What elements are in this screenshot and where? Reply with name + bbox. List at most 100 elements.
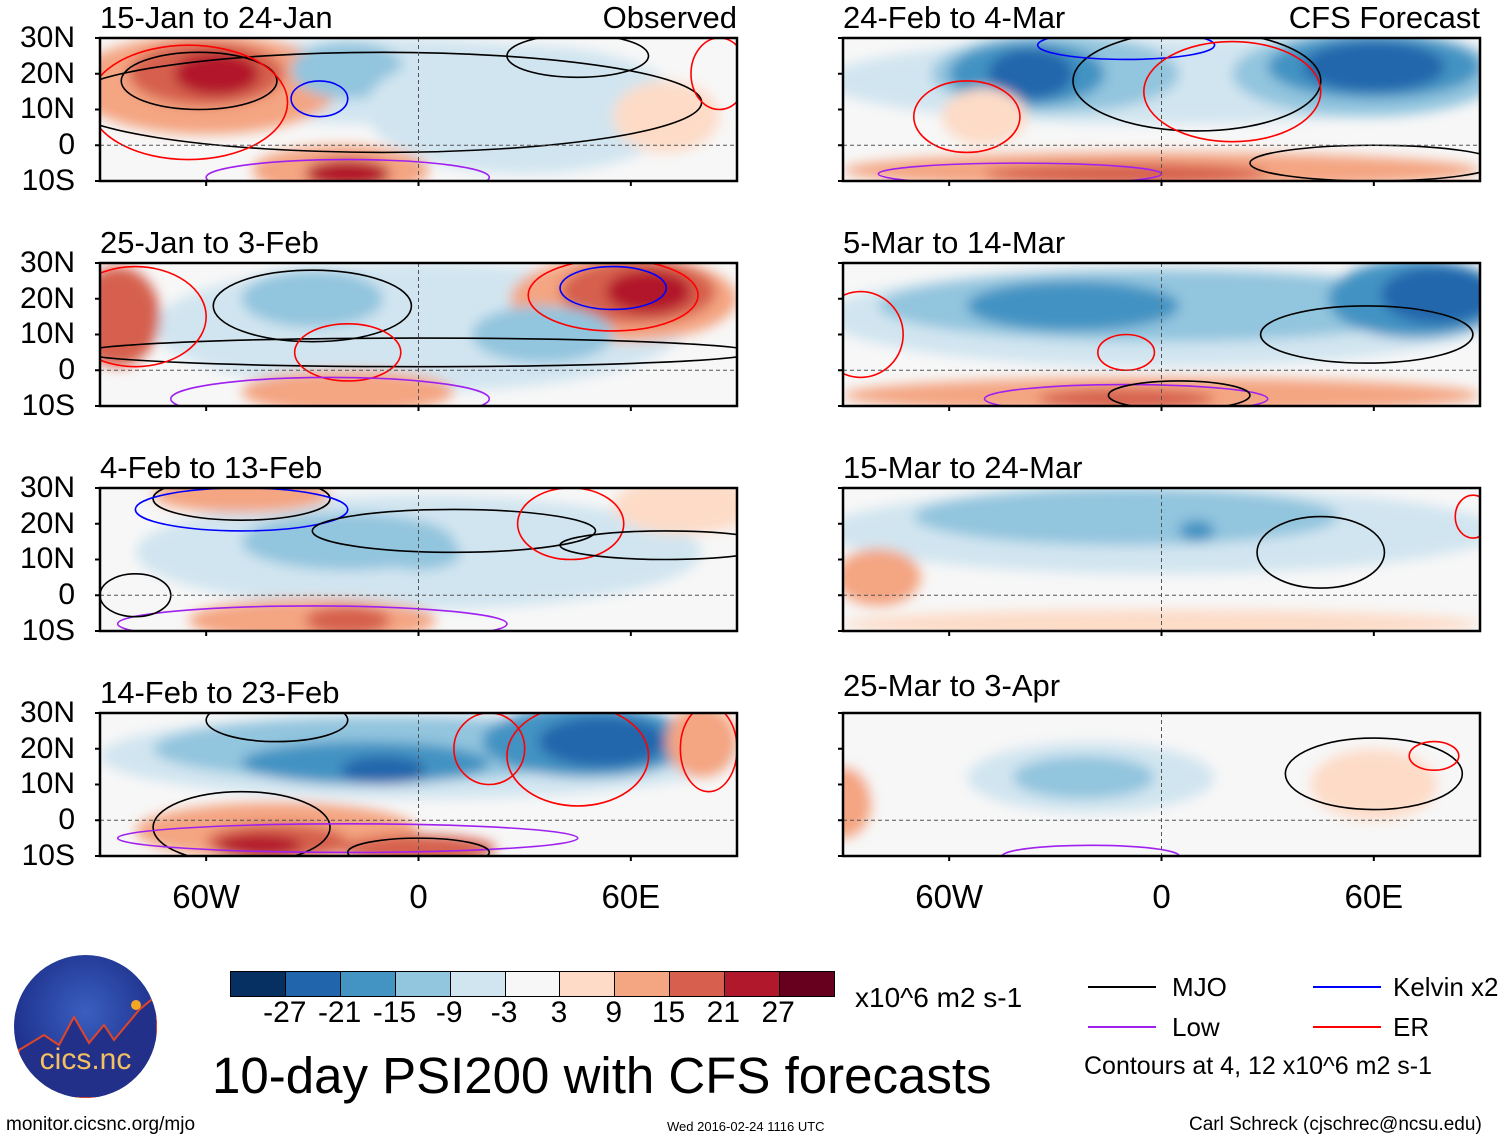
- contour-mjo: [212, 269, 413, 343]
- panel-title: 25-Mar to 3-Apr: [843, 668, 1061, 703]
- colorbar-swatch: [780, 972, 834, 996]
- map-svg: [838, 36, 1482, 186]
- lon-label: 60W: [915, 878, 984, 915]
- contour-kelvin: [134, 488, 349, 532]
- lon-label: 60W: [172, 878, 241, 915]
- colorbar-tick-label: -27: [263, 996, 307, 1029]
- anomaly-blobs: [843, 263, 1480, 406]
- contour-mjo: [346, 837, 491, 856]
- anomaly-region: [538, 716, 667, 767]
- colorbar-swatch: [450, 972, 506, 996]
- anomaly-region: [666, 713, 737, 778]
- colorbar-tick-label: 21: [706, 996, 741, 1029]
- legend-label-er: ER: [1393, 1012, 1430, 1042]
- colorbar-tick-label: 15: [651, 996, 686, 1029]
- map-svg: [95, 711, 739, 861]
- anomaly-blobs: [843, 713, 1480, 839]
- map-svg: [95, 261, 739, 411]
- lat-label: 20N: [19, 281, 75, 315]
- panel-title: 24-Feb to 4-Mar: [843, 0, 1066, 35]
- contour-er: [679, 713, 737, 793]
- contour-mjo: [1284, 737, 1464, 811]
- contour-er: [1454, 494, 1480, 539]
- contour-mjo: [506, 38, 650, 79]
- anomaly-region: [153, 488, 331, 514]
- colorbar-swatch: [395, 972, 451, 996]
- colorbar-swatch: [560, 972, 616, 996]
- legend-label-low: Low: [1172, 1012, 1220, 1042]
- contour-low: [170, 376, 491, 406]
- lat-label: 20N: [19, 506, 75, 540]
- panel-title: 15-Jan to 24-Jan: [100, 0, 333, 35]
- legend-line-low: [1088, 1026, 1156, 1028]
- anomaly-region: [966, 280, 1180, 331]
- map-svg: [838, 711, 1482, 861]
- lat-label: 10N: [19, 767, 75, 801]
- contour-mjo: [152, 488, 331, 521]
- timestamp: Wed 2016-02-24 1116 UTC: [667, 1119, 825, 1134]
- colorbar-swatch: [725, 972, 781, 996]
- legend-line-er: [1313, 1026, 1381, 1028]
- anomaly-region: [100, 266, 161, 367]
- credit: Carl Schreck (cjschrec@ncsu.edu): [1189, 1114, 1482, 1135]
- field-layer: [100, 38, 737, 181]
- contour-kelvin: [1036, 38, 1216, 61]
- lat-label: 30N: [19, 696, 75, 729]
- anomaly-region: [843, 548, 921, 606]
- map-panel: [95, 36, 739, 186]
- contour-er: [516, 488, 625, 561]
- contour-mjo: [1072, 38, 1322, 132]
- anomaly-region: [241, 270, 384, 328]
- map-panel: [838, 36, 1482, 186]
- contour-low: [116, 605, 508, 631]
- contour-mjo: [100, 337, 737, 368]
- map-svg: [95, 486, 739, 636]
- anomaly-region: [843, 609, 1480, 631]
- colorbar-tick-label: -3: [490, 996, 518, 1029]
- anomaly-region: [471, 305, 614, 364]
- field-layer: [843, 263, 1480, 406]
- contour-kelvin: [559, 265, 668, 311]
- colorbar-tick-label: 9: [605, 996, 623, 1029]
- colorbar-swatch: [505, 972, 561, 996]
- panel-title: 5-Mar to 14-Mar: [843, 225, 1066, 260]
- anomaly-region: [1037, 388, 1215, 406]
- lat-label: 0: [58, 128, 75, 162]
- lat-label: 30N: [19, 246, 75, 279]
- map-panel: [838, 711, 1482, 861]
- observed-header: Observed: [602, 0, 737, 35]
- lat-label: 0: [58, 578, 75, 612]
- anomaly-region: [305, 159, 391, 181]
- contour-er: [453, 713, 526, 786]
- anomaly-region: [1303, 41, 1445, 92]
- anomaly-region: [1012, 755, 1155, 799]
- colorbar-swatch: [285, 972, 341, 996]
- lat-label: 10N: [19, 92, 75, 126]
- lon-label: 60E: [601, 878, 661, 915]
- field-layer: [843, 713, 1480, 856]
- anomaly-blobs: [843, 38, 1480, 181]
- site-url[interactable]: monitor.cicsnc.org/mjo: [6, 1114, 196, 1135]
- lon-label: 60E: [1344, 878, 1404, 915]
- field-layer: [100, 263, 737, 406]
- anomaly-region: [305, 605, 391, 631]
- map-panel: [95, 486, 739, 636]
- lat-label: 10N: [19, 317, 75, 351]
- lat-label: 10S: [21, 163, 75, 197]
- anomaly-region: [174, 52, 260, 96]
- contour-er: [690, 38, 737, 111]
- logo-text: cics.nc: [39, 1043, 132, 1076]
- contour-mjo: [559, 530, 737, 561]
- lon-label: 0: [409, 878, 428, 915]
- field-layer: [843, 488, 1480, 631]
- contour-er: [1143, 40, 1322, 143]
- contour-mjo: [1256, 515, 1386, 589]
- contour-er: [100, 44, 289, 161]
- colorbar-swatch: [615, 972, 671, 996]
- field-layer: [100, 488, 737, 631]
- panel-title: 14-Feb to 23-Feb: [100, 675, 340, 710]
- colorbar: [230, 971, 835, 997]
- colorbar-swatch: [670, 972, 726, 996]
- contour-er: [1408, 740, 1460, 772]
- contour-low: [205, 158, 491, 181]
